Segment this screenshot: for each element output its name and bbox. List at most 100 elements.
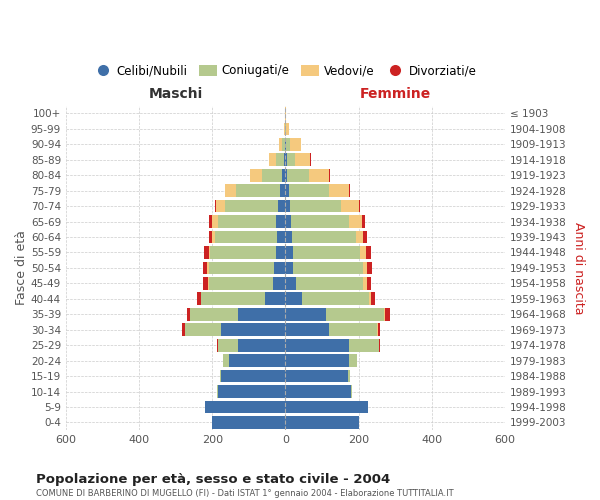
Bar — [276, 154, 284, 166]
Bar — [284, 154, 286, 166]
Bar — [385, 308, 389, 320]
Bar — [347, 370, 350, 382]
Bar — [217, 339, 218, 351]
Bar — [225, 200, 278, 212]
Bar — [279, 138, 282, 150]
Bar — [269, 154, 276, 166]
Bar — [215, 200, 216, 212]
Bar — [284, 122, 286, 135]
Bar — [276, 246, 286, 259]
Bar — [223, 354, 229, 367]
Bar — [367, 262, 371, 274]
Bar — [212, 230, 215, 243]
Bar — [329, 169, 330, 181]
Bar — [289, 184, 329, 197]
Bar — [250, 169, 262, 181]
Bar — [329, 184, 349, 197]
Bar — [329, 324, 377, 336]
Bar — [291, 215, 349, 228]
Bar — [208, 277, 209, 289]
Bar — [204, 246, 209, 259]
Bar — [286, 230, 292, 243]
Bar — [272, 277, 286, 289]
Bar — [218, 215, 276, 228]
Bar — [203, 277, 208, 289]
Bar — [309, 169, 329, 181]
Bar — [384, 308, 385, 320]
Bar — [209, 215, 212, 228]
Bar — [203, 262, 208, 274]
Bar — [205, 400, 286, 413]
Bar — [238, 339, 286, 351]
Bar — [370, 292, 371, 305]
Bar — [377, 324, 380, 336]
Bar — [363, 277, 367, 289]
Bar — [280, 184, 286, 197]
Bar — [326, 308, 384, 320]
Bar — [265, 292, 286, 305]
Bar — [379, 339, 380, 351]
Bar — [209, 277, 272, 289]
Bar — [341, 200, 359, 212]
Bar — [212, 215, 218, 228]
Bar — [286, 400, 368, 413]
Bar — [283, 169, 286, 181]
Bar — [293, 246, 361, 259]
Bar — [286, 262, 293, 274]
Bar — [190, 308, 238, 320]
Bar — [361, 246, 366, 259]
Bar — [296, 277, 363, 289]
Bar — [286, 122, 289, 135]
Bar — [182, 324, 185, 336]
Bar — [367, 277, 371, 289]
Text: Maschi: Maschi — [149, 87, 203, 101]
Bar — [217, 385, 218, 398]
Bar — [287, 154, 295, 166]
Bar — [216, 200, 225, 212]
Bar — [356, 230, 363, 243]
Text: Popolazione per età, sesso e stato civile - 2004: Popolazione per età, sesso e stato civil… — [36, 472, 390, 486]
Bar — [362, 215, 365, 228]
Bar — [286, 339, 349, 351]
Bar — [185, 324, 221, 336]
Bar — [286, 370, 347, 382]
Bar — [218, 339, 238, 351]
Bar — [277, 230, 286, 243]
Bar — [284, 138, 286, 150]
Bar — [286, 215, 291, 228]
Bar — [229, 354, 286, 367]
Bar — [295, 154, 310, 166]
Bar — [211, 246, 276, 259]
Bar — [236, 184, 280, 197]
Bar — [286, 292, 302, 305]
Bar — [366, 246, 371, 259]
Bar — [349, 339, 379, 351]
Bar — [197, 292, 201, 305]
Y-axis label: Fasce di età: Fasce di età — [15, 230, 28, 306]
Bar — [286, 169, 287, 181]
Bar — [201, 292, 265, 305]
Bar — [286, 385, 351, 398]
Bar — [286, 200, 290, 212]
Bar — [363, 262, 367, 274]
Bar — [209, 246, 211, 259]
Bar — [220, 370, 221, 382]
Bar — [293, 262, 363, 274]
Bar — [359, 200, 361, 212]
Legend: Celibi/Nubili, Coniugati/e, Vedovi/e, Divorziati/e: Celibi/Nubili, Coniugati/e, Vedovi/e, Di… — [89, 60, 481, 82]
Bar — [187, 308, 190, 320]
Bar — [371, 292, 375, 305]
Bar — [286, 154, 287, 166]
Bar — [262, 169, 283, 181]
Bar — [292, 230, 356, 243]
Bar — [238, 308, 286, 320]
Bar — [286, 184, 289, 197]
Bar — [286, 354, 349, 367]
Bar — [310, 154, 311, 166]
Bar — [286, 324, 329, 336]
Bar — [278, 200, 286, 212]
Bar — [286, 416, 359, 428]
Bar — [209, 262, 274, 274]
Bar — [286, 277, 296, 289]
Bar — [363, 230, 367, 243]
